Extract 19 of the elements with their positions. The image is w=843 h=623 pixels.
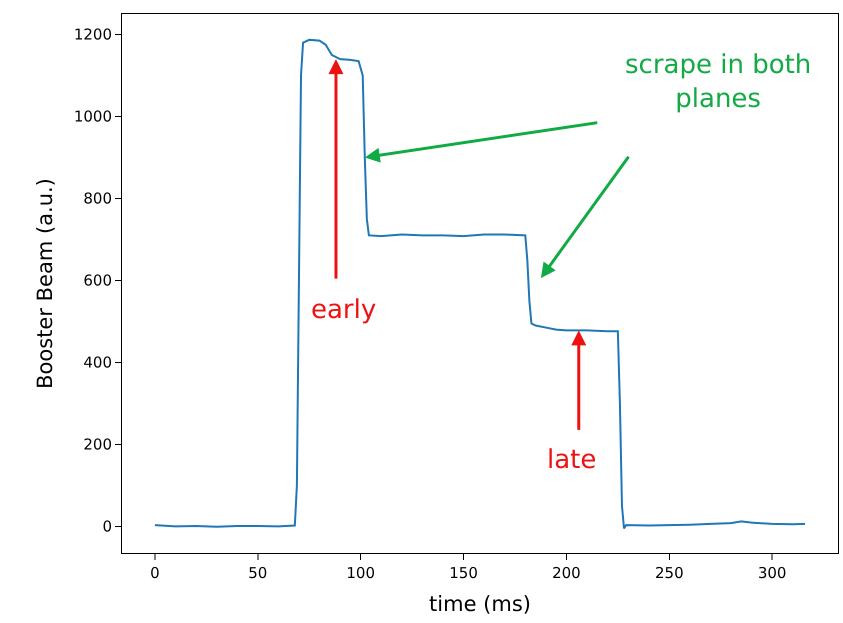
y-tick-label: 1200 xyxy=(74,26,112,44)
x-tick-label: 100 xyxy=(346,564,375,582)
annotation: early xyxy=(311,295,376,325)
x-tick-label: 250 xyxy=(654,564,684,582)
x-tick-label: 150 xyxy=(449,564,478,582)
annotation: scrape in both planes xyxy=(625,50,812,114)
y-tick-label: 400 xyxy=(83,354,112,372)
y-tick-label: 0 xyxy=(102,518,112,536)
y-tick-label: 1000 xyxy=(74,108,112,126)
x-axis-title: time (ms) xyxy=(429,592,531,616)
y-axis-title: Booster Beam (a.u.) xyxy=(32,178,57,389)
y-tick-label: 800 xyxy=(83,190,112,208)
x-tick-label: 50 xyxy=(248,564,268,582)
annotation: late xyxy=(547,445,596,475)
x-tick-label: 0 xyxy=(150,564,160,582)
x-tick-label: 300 xyxy=(758,564,786,582)
y-tick-label: 200 xyxy=(83,436,112,454)
x-tick-label: 200 xyxy=(552,564,581,582)
y-tick-label: 600 xyxy=(83,272,112,290)
